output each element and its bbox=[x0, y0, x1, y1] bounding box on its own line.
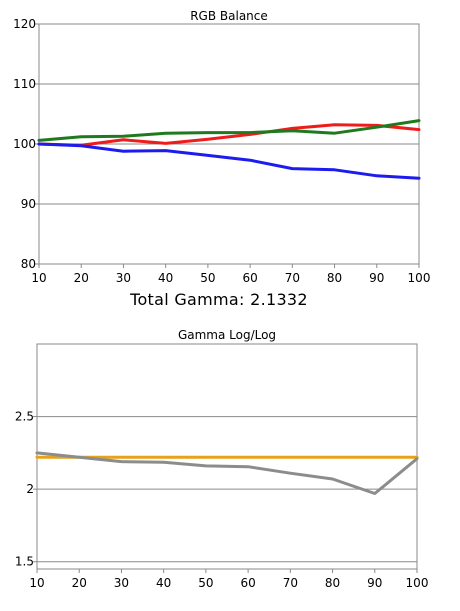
x-tick-label: 50 bbox=[198, 576, 213, 590]
x-tick-label: 20 bbox=[72, 576, 87, 590]
y-tick-label: 2 bbox=[26, 482, 34, 496]
y-tick-label: 120 bbox=[13, 17, 36, 31]
chart-title: Gamma Log/Log bbox=[178, 328, 276, 342]
x-tick-label: 100 bbox=[408, 271, 431, 285]
total-gamma-label: Total Gamma: 2.1332 bbox=[129, 290, 308, 309]
y-tick-label: 90 bbox=[21, 197, 36, 211]
x-tick-label: 40 bbox=[156, 576, 171, 590]
x-tick-label: 50 bbox=[200, 271, 215, 285]
x-tick-label: 10 bbox=[31, 271, 46, 285]
x-tick-label: 60 bbox=[240, 576, 255, 590]
series-line-1 bbox=[37, 123, 421, 147]
series-line-2 bbox=[35, 451, 419, 495]
series-line-2 bbox=[37, 119, 421, 142]
x-tick-label: 70 bbox=[283, 576, 298, 590]
x-tick-label: 30 bbox=[114, 576, 129, 590]
series-line-3 bbox=[37, 142, 421, 180]
y-tick-label: 100 bbox=[13, 137, 36, 151]
x-tick-label: 30 bbox=[116, 271, 131, 285]
x-tick-label: 60 bbox=[242, 271, 257, 285]
y-tick-label: 1.5 bbox=[15, 555, 34, 569]
y-tick-label: 110 bbox=[13, 77, 36, 91]
x-tick-label: 90 bbox=[369, 271, 384, 285]
x-tick-label: 20 bbox=[74, 271, 89, 285]
x-tick-label: 10 bbox=[29, 576, 44, 590]
x-tick-label: 80 bbox=[327, 271, 342, 285]
x-tick-label: 40 bbox=[158, 271, 173, 285]
chart-2: Gamma Log/Log 1.5 2 2.5 10 20 30 40 50 60 70 80 90 10… bbox=[15, 328, 429, 590]
chart-1: RGB Balance 80 90 100 110 120 10 20 30 40 50 60 70 80… bbox=[13, 9, 430, 285]
y-tick-label: 80 bbox=[21, 257, 36, 271]
x-tick-label: 80 bbox=[325, 576, 340, 590]
x-tick-label: 100 bbox=[406, 576, 429, 590]
x-tick-label: 90 bbox=[367, 576, 382, 590]
y-tick-label: 2.5 bbox=[15, 410, 34, 424]
chart-title: RGB Balance bbox=[190, 9, 268, 23]
x-tick-label: 70 bbox=[285, 271, 300, 285]
